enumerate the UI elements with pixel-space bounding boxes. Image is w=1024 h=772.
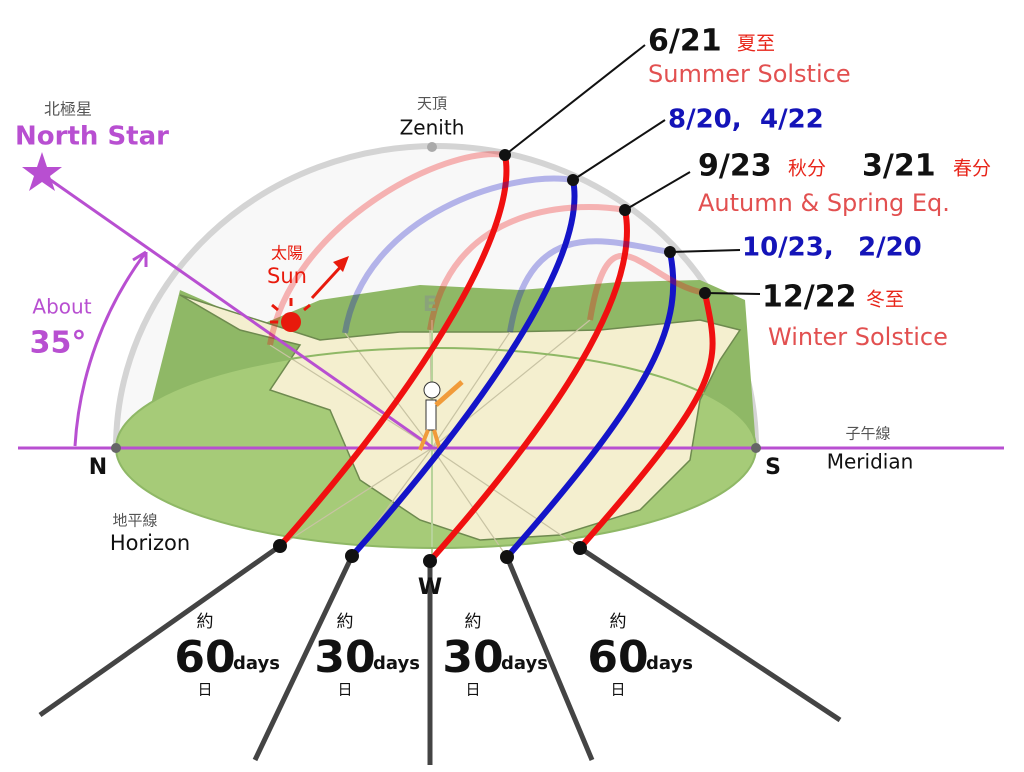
sunset-dot [423,554,437,568]
sunset-ray [38,543,282,718]
north-star-icon [22,152,62,191]
sun-path [349,179,578,558]
sun-path-back [427,204,626,331]
date: 3/21 [862,149,936,184]
meridian-kanji: 子午線 [845,425,890,443]
interval-prefix: 約 [610,612,627,632]
sunset-dot [273,539,287,553]
sun-label: Sun [267,264,307,288]
callout-line [669,249,741,253]
angle-text: About [32,295,91,319]
north-star-label: North Star [15,122,169,152]
interval-unit: days [373,653,420,674]
date: 12/22 [762,280,856,315]
path-name: Summer Solstice [648,60,851,88]
horizon-label: Horizon [110,531,190,555]
sun-path-back [267,151,506,346]
sunset-ray [578,545,842,723]
north-dot [111,443,121,453]
callout-line [572,119,666,181]
meridian-label: Meridian [827,450,914,474]
interval-suffix: 日 [197,681,212,699]
interval-prefix: 約 [465,612,482,632]
interval-number: 60 [174,632,235,683]
path-name: Winter Solstice [768,323,948,351]
zenith-dot [427,142,437,152]
sunset-dot [345,549,359,563]
date: 9/23 [698,149,772,184]
angle-arrow [132,250,148,267]
plain [179,294,742,541]
top-dot [664,246,676,258]
date: 6/21 [648,24,722,59]
callout-line [704,292,761,295]
interval-unit: days [646,653,693,674]
sun-path [577,292,716,550]
sun-path-back [507,238,671,333]
horizon-kanji: 地平線 [112,512,157,530]
sun-rays [270,298,311,324]
observer [418,380,464,451]
date-kanji: 秋分 [788,158,826,180]
interval-number: 30 [442,632,503,683]
sun-icon [281,312,301,332]
interval-unit: days [233,653,280,674]
north-label: N [89,455,107,480]
interval-suffix: 日 [465,681,480,699]
south-label: S [765,455,781,480]
date-kanji: 夏至 [737,33,775,55]
date: 2/20 [858,233,922,263]
callout-line [624,171,691,211]
sun-path-back [587,252,706,321]
sunset-dot [573,541,587,555]
sun-path [504,251,677,559]
east-label: E [423,292,437,316]
angle-value: 35° [30,326,87,361]
sun-kanji: 太陽 [271,244,303,263]
interval-prefix: 約 [197,612,214,632]
interval-suffix: 日 [610,681,625,699]
path-name: Autumn & Spring Eq. [698,189,950,217]
zenith-kanji: 天頂 [417,95,447,113]
date: 10/23, [742,233,834,263]
sunset-dot [500,550,514,564]
interval-suffix: 日 [337,681,352,699]
interval-number: 60 [587,632,648,683]
west-label: W [418,575,442,600]
top-dot [619,204,631,216]
north-star-kanji: 北極星 [44,100,92,119]
sun-path [277,154,510,548]
angle-arc [73,251,148,447]
pole-line [41,172,433,449]
sun-path [427,209,630,563]
sunset-ray [504,556,595,761]
date: 4/22 [760,105,824,135]
date-kanji: 春分 [953,158,991,180]
date-kanji: 冬至 [866,289,904,311]
zenith-label: Zenith [400,116,465,140]
top-dot [567,174,579,186]
callout-line [504,44,646,156]
south-dot [751,443,761,453]
sun-arrow-head [333,256,349,272]
interval-unit: days [501,653,548,674]
top-dot [499,149,511,161]
sun-path-back [342,175,574,334]
interval-number: 30 [314,632,375,683]
interval-prefix: 約 [337,612,354,632]
date: 8/20, [668,105,742,135]
top-dot [699,287,711,299]
sunset-ray [252,554,355,762]
